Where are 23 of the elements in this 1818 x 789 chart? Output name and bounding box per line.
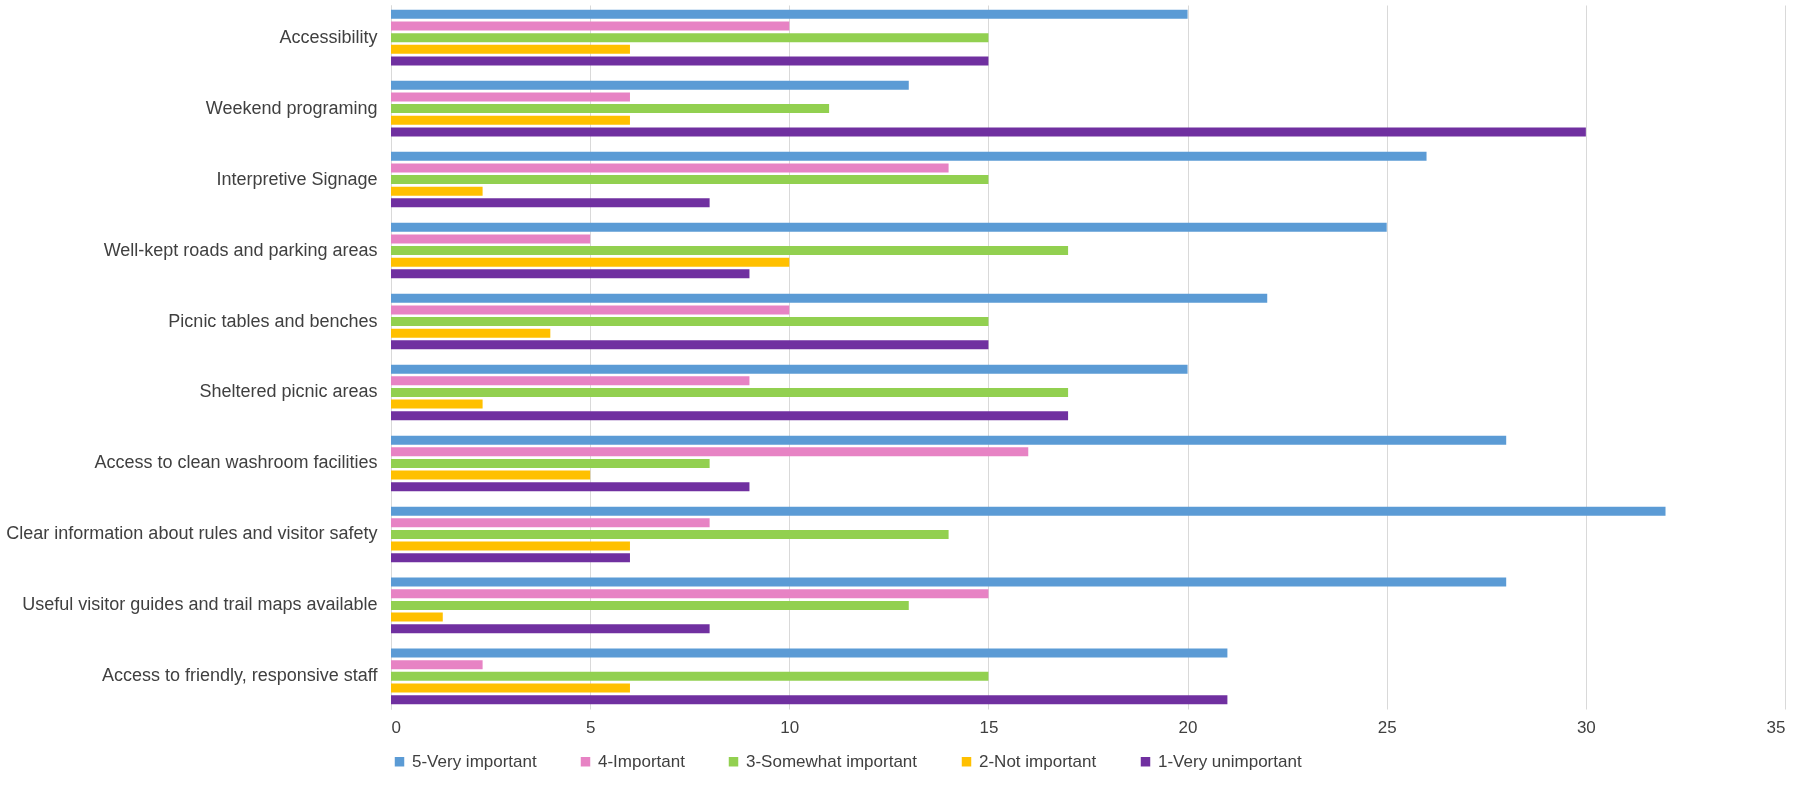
x-tick-label: 30 [1576, 717, 1596, 737]
legend-label: 2-Not important [979, 751, 1097, 771]
x-tick-label: 0 [391, 717, 401, 737]
x-tick-label: 25 [1377, 717, 1397, 737]
y-tick-label: Well-kept roads and parking areas [103, 239, 378, 260]
x-tick-label: 15 [979, 717, 999, 737]
y-tick-label: Useful visitor guides and trail maps available [22, 594, 378, 615]
x-tick-label: 5 [585, 717, 596, 737]
legend-label: 3-Somewhat important [746, 751, 918, 771]
legend-label: 5-Very important [412, 751, 537, 771]
y-tick-label: Accessibility [279, 26, 378, 47]
y-tick-label: Weekend programing [205, 97, 378, 118]
x-tick-label: 35 [1766, 717, 1786, 737]
y-tick-label: Access to clean washroom facilities [94, 452, 378, 473]
y-tick-label: Sheltered picnic areas [199, 381, 378, 402]
legend-label: 1-Very unimportant [1158, 751, 1302, 771]
legend-label: 4-Important [598, 751, 686, 771]
x-tick-label: 20 [1178, 717, 1198, 737]
y-tick-label: Clear information about rules and visitor safety [6, 523, 378, 544]
y-tick-label: Access to friendly, responsive staff [102, 665, 379, 686]
x-tick-label: 10 [780, 717, 800, 737]
y-tick-label: Interpretive Signage [216, 168, 378, 189]
y-tick-label: Picnic tables and benches [168, 310, 378, 331]
